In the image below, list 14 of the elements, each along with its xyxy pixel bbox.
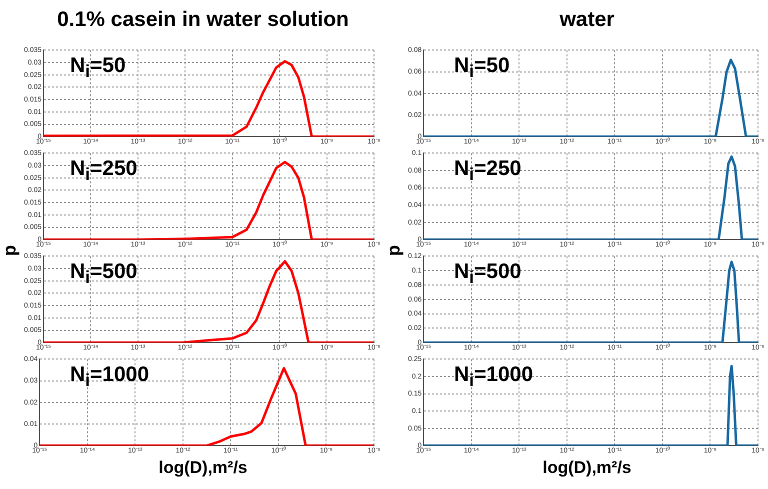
chart-title: water (558, 8, 616, 32)
annotation: N$_{i}$=250 (70, 157, 138, 186)
x-axis-title: log(D),m²/s (542, 458, 632, 478)
annotation: N$_{i}$=500 (454, 260, 522, 288)
annotation: N$_{i}$=50 (70, 54, 126, 82)
annotation: N$_{i}$=1000 (70, 363, 150, 392)
annotation: N$_{i}$=250 (454, 157, 522, 186)
annotation: N$_{i}$=500 (70, 260, 138, 288)
y-axis-title: p (384, 244, 404, 258)
annotation: N$_{i}$=50 (454, 54, 510, 82)
annotation: N$_{i}$=1000 (454, 363, 534, 392)
y-axis-title: p (0, 244, 20, 258)
chart-title: 0.1% casein in water solution (56, 8, 350, 32)
x-axis-title: log(D),m²/s (158, 458, 248, 478)
